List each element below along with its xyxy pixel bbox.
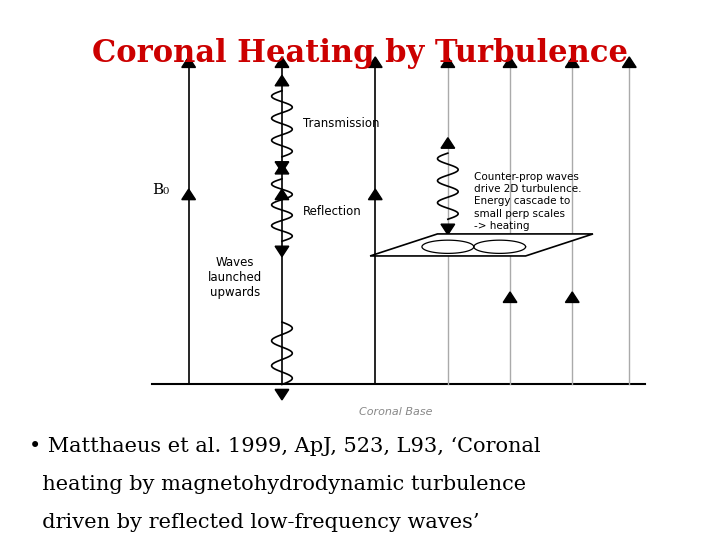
- Polygon shape: [275, 389, 289, 400]
- Polygon shape: [622, 57, 636, 68]
- Polygon shape: [370, 234, 593, 256]
- Text: Waves
launched
upwards: Waves launched upwards: [208, 256, 262, 300]
- Text: • Matthaeus et al. 1999, ApJ, 523, L93, ‘Coronal: • Matthaeus et al. 1999, ApJ, 523, L93, …: [29, 437, 541, 456]
- Polygon shape: [275, 246, 289, 256]
- Polygon shape: [181, 189, 196, 200]
- Text: driven by reflected low-frequency waves’: driven by reflected low-frequency waves’: [29, 513, 480, 532]
- Text: Counter-prop waves
drive 2D turbulence.
Energy cascade to
small perp scales
-> h: Counter-prop waves drive 2D turbulence. …: [474, 172, 581, 231]
- Polygon shape: [503, 292, 517, 302]
- Polygon shape: [275, 57, 289, 68]
- Polygon shape: [275, 189, 289, 200]
- Text: Coronal Heating by Turbulence: Coronal Heating by Turbulence: [92, 38, 628, 69]
- Polygon shape: [441, 224, 455, 235]
- Text: Transmission: Transmission: [302, 117, 379, 130]
- Polygon shape: [369, 57, 382, 68]
- Text: B₀: B₀: [153, 183, 169, 197]
- Text: Reflection: Reflection: [302, 205, 361, 218]
- Polygon shape: [275, 162, 289, 172]
- Text: heating by magnetohydrodynamic turbulence: heating by magnetohydrodynamic turbulenc…: [29, 475, 526, 494]
- Polygon shape: [275, 164, 289, 174]
- Polygon shape: [565, 292, 579, 302]
- Text: Coronal Base: Coronal Base: [359, 407, 433, 416]
- Polygon shape: [275, 75, 289, 86]
- Polygon shape: [565, 57, 579, 68]
- Polygon shape: [503, 57, 517, 68]
- Polygon shape: [441, 57, 455, 68]
- Polygon shape: [469, 236, 478, 243]
- Polygon shape: [369, 189, 382, 200]
- Polygon shape: [181, 57, 196, 68]
- Polygon shape: [441, 138, 455, 148]
